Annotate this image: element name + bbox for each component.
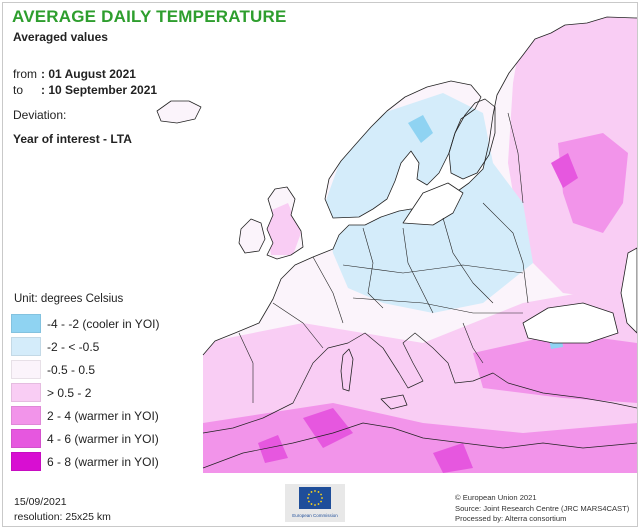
legend-swatch (11, 314, 41, 333)
europe-temperature-map (156, 16, 637, 473)
period-to-label: to (13, 83, 24, 97)
logo-caption: European Commission (292, 513, 338, 518)
eu-star (308, 493, 310, 496)
period-to: to : 10 September 2021 (13, 83, 157, 97)
legend-label: 6 - 8 (warmer in YOI) (47, 454, 159, 469)
legend-label: -0.5 - 0.5 (47, 362, 96, 377)
eu-star (310, 491, 313, 493)
legend-item: 6 - 8 (warmer in YOI) (11, 450, 179, 473)
legend-item: 2 - 4 (warmer in YOI) (11, 404, 179, 427)
resolution: resolution: 25x25 km (14, 511, 111, 523)
eu-star (317, 491, 320, 493)
legend: Unit: degrees Celsius -4 - -2 (cooler in… (11, 293, 179, 473)
legend-label: > 0.5 - 2 (47, 385, 92, 400)
deviation-value: Year of interest - LTA (13, 132, 132, 146)
legend-unit: Unit: degrees Celsius (14, 293, 124, 305)
eu-commission-logo: European Commission (285, 484, 345, 522)
eu-stars-icon (307, 490, 323, 506)
legend-item: -0.5 - 0.5 (11, 358, 179, 381)
eu-star (310, 503, 313, 505)
legend-swatch (11, 360, 41, 379)
credit-line: © European Union 2021 (455, 493, 537, 502)
legend-label: 2 - 4 (warmer in YOI) (47, 408, 159, 423)
legend-item: -4 - -2 (cooler in YOI) (11, 312, 179, 335)
credit-line: Source: Joint Research Centre (JRC MARS4… (455, 503, 630, 513)
page-title: AVERAGE DAILY TEMPERATURE (12, 7, 287, 26)
credits: © European Union 2021 Source: Joint Rese… (455, 493, 629, 525)
eu-star (314, 504, 316, 506)
eu-star (308, 500, 310, 503)
legend-swatch (11, 406, 41, 425)
issue-date: 15/09/2021 (14, 496, 67, 508)
credit-line: Processed by: Alterra consortium (455, 514, 567, 523)
period-from: from : 01 August 2021 (13, 67, 136, 81)
eu-star (321, 497, 323, 499)
legend-item: 4 - 6 (warmer in YOI) (11, 427, 179, 450)
eu-star (317, 503, 320, 505)
page-subtitle: Averaged values (13, 30, 108, 44)
legend-label: -4 - -2 (cooler in YOI) (47, 316, 160, 331)
legend-swatch (11, 429, 41, 448)
period-from-value: : 01 August 2021 (41, 67, 136, 81)
legend-label: 4 - 6 (warmer in YOI) (47, 431, 159, 446)
legend-label: -2 - < -0.5 (47, 339, 100, 354)
eu-star (314, 490, 316, 492)
legend-swatch (11, 383, 41, 402)
eu-star (307, 497, 309, 499)
legend-swatch (11, 452, 41, 471)
deviation-label: Deviation: (13, 108, 67, 122)
legend-item: -2 - < -0.5 (11, 335, 179, 358)
eu-star (320, 500, 322, 503)
eu-star (320, 493, 322, 496)
period-from-label: from (13, 67, 37, 81)
legend-swatch (11, 337, 41, 356)
legend-item: > 0.5 - 2 (11, 381, 179, 404)
eu-flag-icon (299, 487, 331, 509)
period-to-value: : 10 September 2021 (41, 83, 158, 97)
